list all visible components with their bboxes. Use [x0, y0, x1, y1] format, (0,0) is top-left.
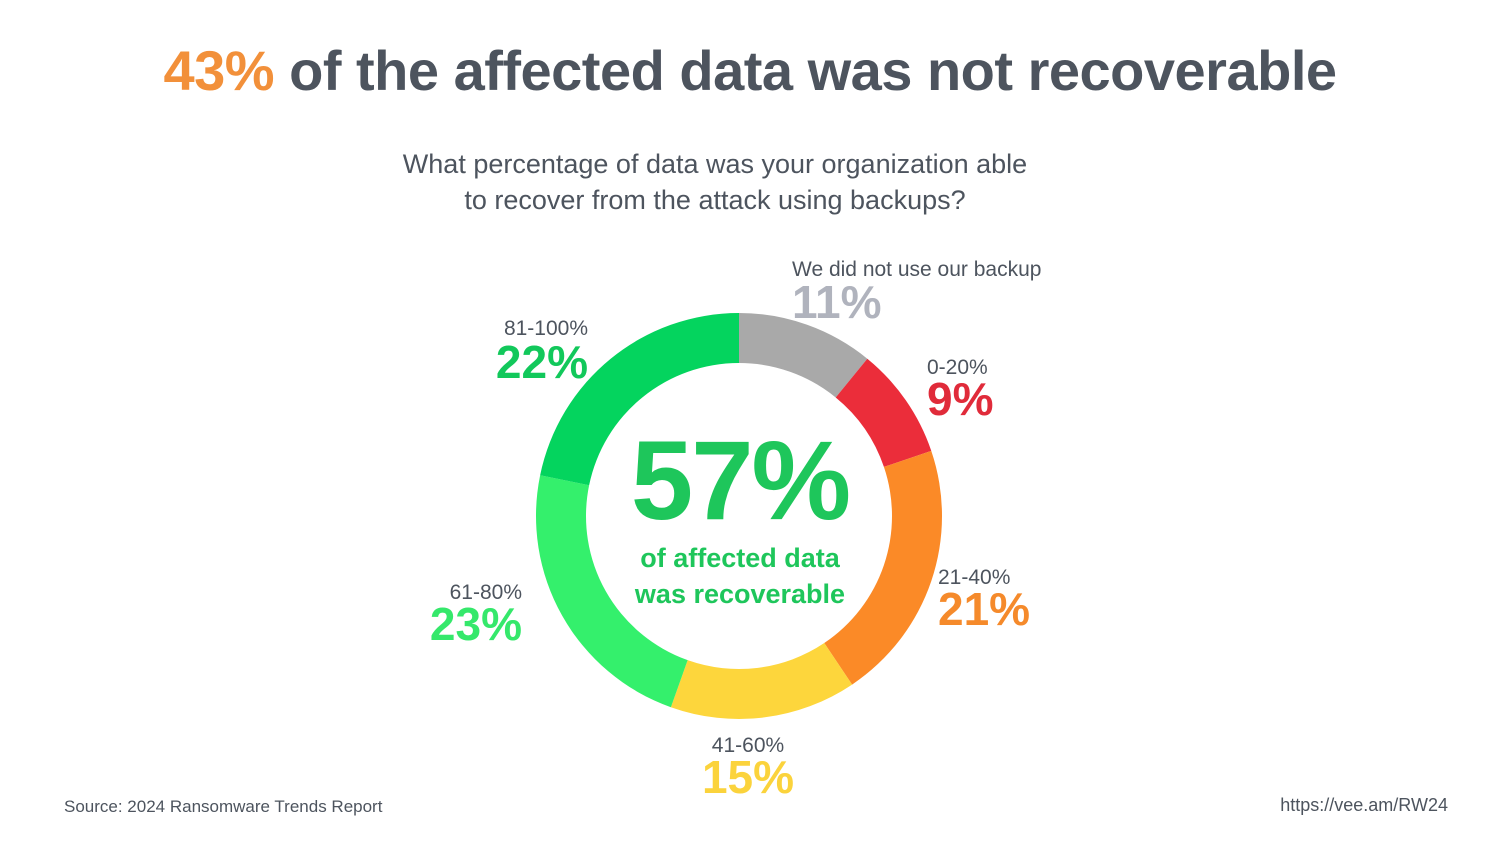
slice-label-4: 41-60% — [712, 734, 784, 757]
slice-value-5: 23% — [430, 598, 522, 650]
slice-label-3: 21-40% — [938, 566, 1010, 589]
slice-value-2: 9% — [927, 373, 993, 425]
center-caption-line-2: was recoverable — [634, 579, 846, 609]
headline-accent: 43% — [163, 39, 275, 102]
subtitle-line-1: What percentage of data was your organiz… — [402, 149, 1028, 179]
slice-label-6: 81-100% — [504, 317, 588, 340]
slice-label-5: 61-80% — [450, 581, 522, 604]
report-link[interactable]: https://vee.am/RW24 — [1280, 795, 1448, 815]
donut-slice-4 — [670, 643, 853, 720]
slice-label-1: We did not use our backup — [792, 258, 1041, 281]
slice-value-6: 22% — [496, 336, 588, 388]
source-note: Source: 2024 Ransomware Trends Report — [64, 797, 383, 816]
center-caption-line-1: of affected data — [640, 543, 840, 573]
donut-slice-2 — [835, 358, 932, 467]
donut-slice-1 — [739, 313, 868, 398]
center-value: 57% — [630, 418, 851, 543]
headline-text: of the affected data was not recoverable — [274, 39, 1337, 102]
donut-slice-3 — [824, 450, 943, 685]
headline: 43% of the affected data was not recover… — [0, 38, 1500, 103]
slice-value-4: 15% — [702, 751, 794, 803]
slice-value-3: 21% — [938, 583, 1030, 635]
donut-slice-5 — [536, 475, 688, 708]
donut-slice-6 — [540, 313, 739, 486]
center-caption: of affected data was recoverable — [580, 540, 900, 612]
subtitle-line-2: to recover from the attack using backups… — [464, 185, 966, 215]
chart-subtitle: What percentage of data was your organiz… — [0, 146, 1430, 218]
slice-label-2: 0-20% — [927, 356, 988, 379]
slice-value-1: 11% — [792, 276, 882, 328]
